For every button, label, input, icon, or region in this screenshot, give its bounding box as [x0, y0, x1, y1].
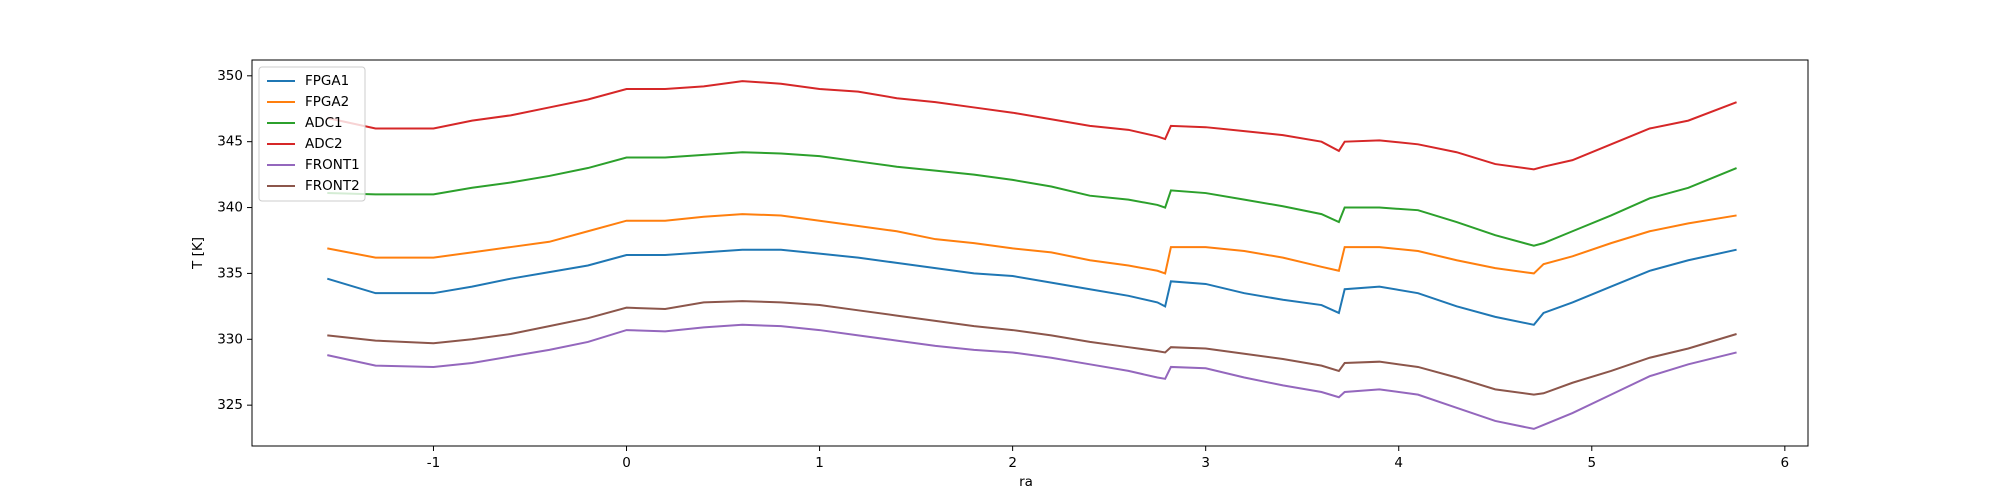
- y-tick-label: 350: [217, 68, 243, 84]
- series-line: [327, 323, 1737, 430]
- series-line: [327, 213, 1737, 275]
- x-tick-label: -1: [427, 455, 440, 471]
- x-tick-label: 4: [1394, 455, 1403, 471]
- legend-box: [258, 66, 366, 202]
- x-tick-label: 2: [1008, 455, 1017, 471]
- legend-label: ADC2: [305, 136, 343, 152]
- series-line: [327, 80, 1737, 171]
- legend-label: FPGA1: [305, 73, 349, 89]
- x-axis-label: ra: [1019, 474, 1033, 490]
- series-line: [327, 300, 1737, 396]
- legend-label: ADC1: [305, 115, 343, 131]
- legend: FPGA1 FPGA2 ADC1 ADC2 FRONT1 FRONT2: [258, 66, 366, 202]
- y-tick-label: 335: [217, 265, 243, 281]
- x-tick-label: 3: [1201, 455, 1210, 471]
- x-tick-label: 6: [1781, 455, 1790, 471]
- plot-frame: [251, 59, 1809, 447]
- legend-label: FPGA2: [305, 94, 349, 110]
- y-axis-label: T [K]: [190, 237, 206, 270]
- x-tick-label: 1: [815, 455, 824, 471]
- y-tick-label: 345: [217, 134, 243, 150]
- legend-label: FRONT2: [305, 178, 360, 194]
- series-line: [327, 151, 1737, 247]
- y-tick-label: 340: [217, 200, 243, 216]
- series-line: [327, 248, 1737, 326]
- y-tick-label: 325: [217, 397, 243, 413]
- y-tick-label: 330: [217, 331, 243, 347]
- x-tick-label: 0: [622, 455, 631, 471]
- legend-label: FRONT1: [305, 157, 360, 173]
- x-tick-label: 5: [1587, 455, 1596, 471]
